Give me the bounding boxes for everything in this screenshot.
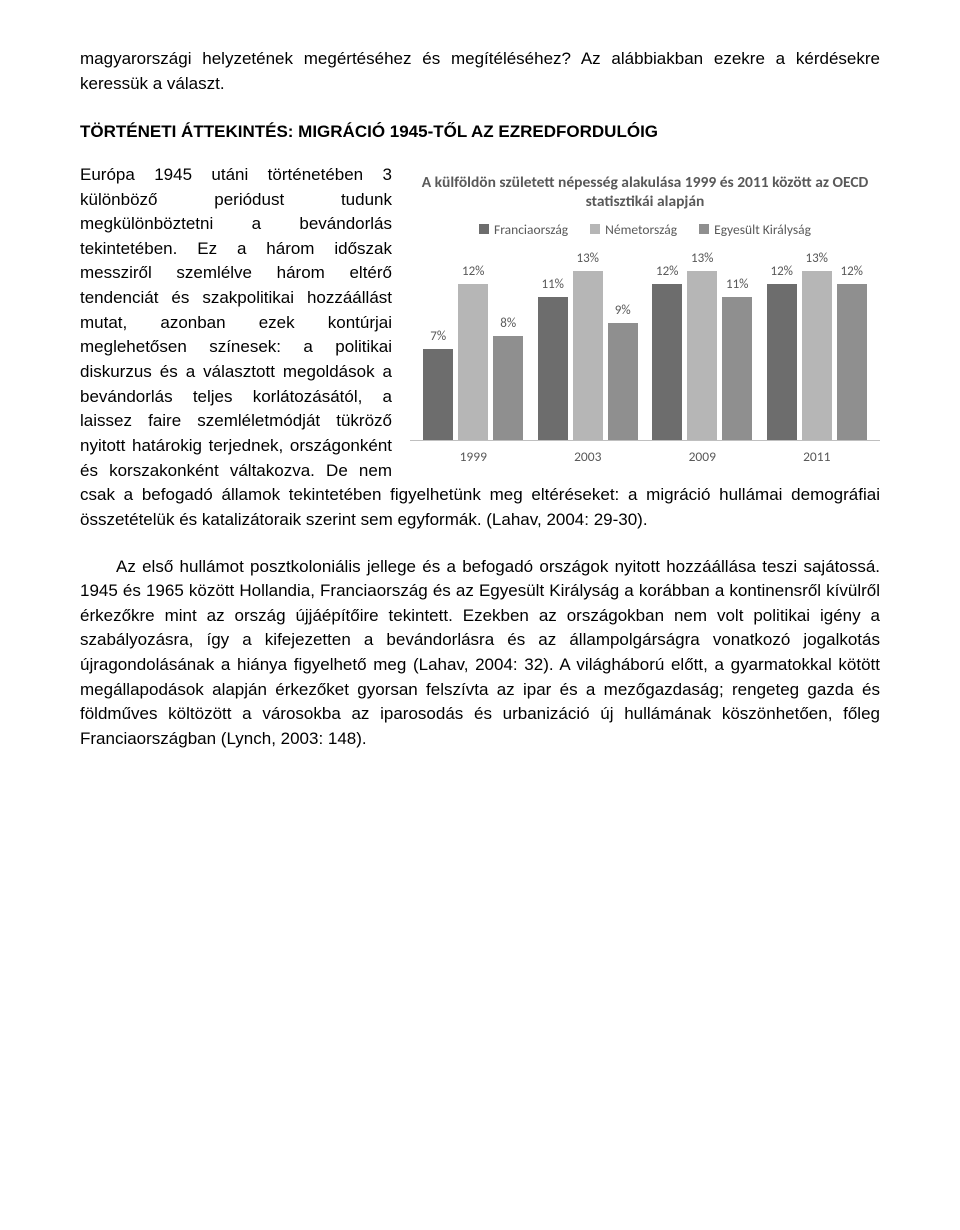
bar-wrap: 8%: [493, 315, 523, 440]
bar: [608, 323, 638, 440]
x-axis-label: 2003: [538, 447, 638, 467]
bar-wrap: 11%: [722, 276, 752, 440]
year-group: 12% 13% 11%: [652, 250, 752, 440]
year-group: 7% 12% 8%: [423, 263, 523, 440]
body-paragraph-2: Az első hullámot posztkoloniális jellege…: [80, 555, 880, 752]
bar-wrap: 7%: [423, 328, 453, 440]
chart-plot: 7% 12% 8% 11% 13% 9% 12% 13% 11% 12% 13% 12% 1999 20…: [410, 245, 880, 471]
legend-swatch: [699, 224, 709, 234]
bar-wrap: 12%: [458, 263, 488, 440]
bar: [423, 349, 453, 440]
chart-legend: Franciaország Németország Egyesült Királys…: [410, 220, 880, 246]
year-group: 12% 13% 12%: [767, 250, 867, 440]
bar: [493, 336, 523, 440]
bar-value-label: 9%: [615, 302, 631, 321]
bar-wrap: 13%: [802, 250, 832, 440]
bar-wrap: 12%: [652, 263, 682, 440]
x-axis-label: 1999: [423, 447, 523, 467]
bar-value-label: 12%: [656, 263, 678, 282]
x-axis-label: 2011: [767, 447, 867, 467]
bar-wrap: 11%: [538, 276, 568, 440]
bar-wrap: 9%: [608, 302, 638, 440]
bar-value-label: 13%: [806, 250, 828, 269]
bar-value-label: 12%: [462, 263, 484, 282]
bar-value-label: 8%: [500, 315, 516, 334]
bar-value-label: 12%: [771, 263, 793, 282]
bar-value-label: 13%: [577, 250, 599, 269]
legend-swatch: [590, 224, 600, 234]
intro-paragraph: magyarországi helyzetének megértéséhez é…: [80, 47, 880, 96]
bar-value-label: 11%: [542, 276, 564, 295]
legend-label: Egyesült Királyság: [714, 220, 811, 240]
body-with-chart: A külföldön született népesség alakulása…: [80, 163, 880, 533]
legend-item: Németország: [590, 220, 677, 240]
legend-label: Németország: [605, 220, 677, 240]
bar-value-label: 11%: [726, 276, 748, 295]
bar: [687, 271, 717, 440]
chart: A külföldön született népesség alakulása…: [410, 167, 880, 471]
section-title: TÖRTÉNETI ÁTTEKINTÉS: MIGRÁCIÓ 1945-TŐL …: [80, 120, 880, 145]
bar: [802, 271, 832, 440]
bar: [837, 284, 867, 440]
x-axis-label: 2009: [652, 447, 752, 467]
year-group: 11% 13% 9%: [538, 250, 638, 440]
legend-item: Egyesült Királyság: [699, 220, 811, 240]
bar: [538, 297, 568, 440]
bar-value-label: 7%: [430, 328, 446, 347]
bar: [652, 284, 682, 440]
bar-wrap: 13%: [573, 250, 603, 440]
bar: [767, 284, 797, 440]
bar-wrap: 12%: [767, 263, 797, 440]
legend-label: Franciaország: [494, 220, 568, 240]
bar-wrap: 12%: [837, 263, 867, 440]
legend-item: Franciaország: [479, 220, 568, 240]
legend-swatch: [479, 224, 489, 234]
bar-value-label: 13%: [691, 250, 713, 269]
bar: [458, 284, 488, 440]
bar: [722, 297, 752, 440]
bar-value-label: 12%: [841, 263, 863, 282]
bar: [573, 271, 603, 440]
chart-title: A külföldön született népesség alakulása…: [410, 167, 880, 220]
bar-wrap: 13%: [687, 250, 717, 440]
